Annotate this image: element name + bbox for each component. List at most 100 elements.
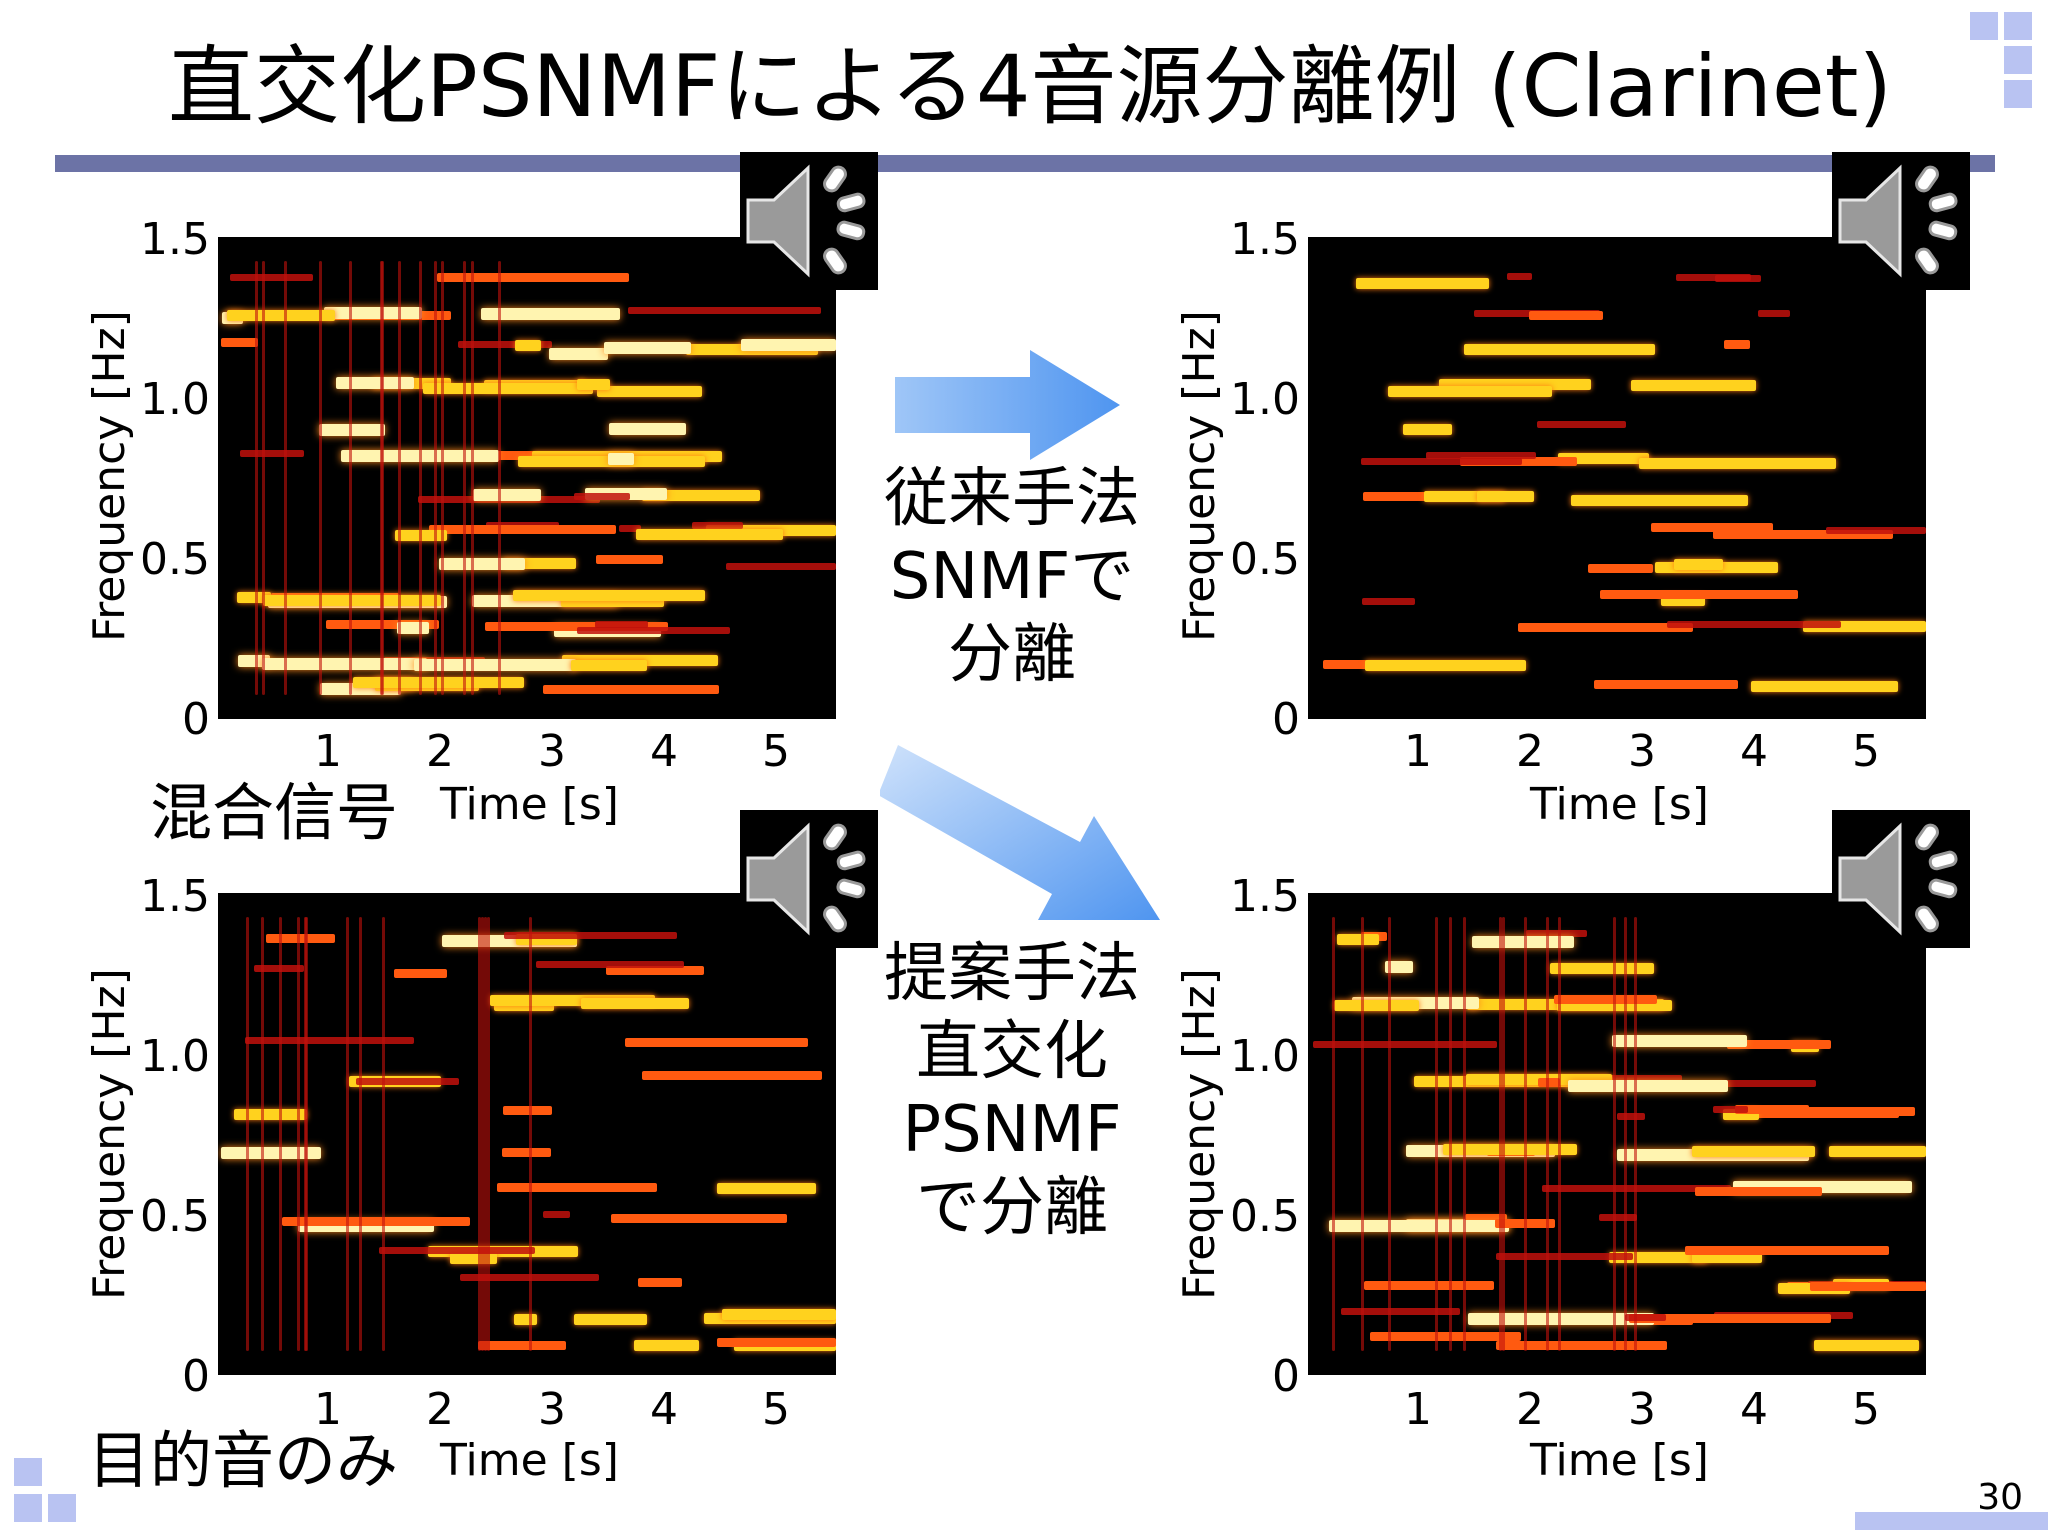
spectrogram-conventional (1308, 237, 1926, 719)
spectrogram-stripe (1477, 491, 1535, 503)
spectrogram-stripe (580, 997, 690, 1009)
spectrogram-stripe (324, 306, 422, 319)
spectrogram-stripe (318, 424, 385, 437)
spectrogram-stripe (535, 960, 684, 968)
spectrogram-stripe (561, 595, 665, 607)
method-label-proposed: 提案手法 直交化 PSNMF で分離 (862, 935, 1162, 1247)
spectrogram-stripe (484, 917, 488, 1351)
y-axis-label: Frequency [Hz] (84, 310, 135, 642)
spectrogram-stripe (1593, 679, 1739, 689)
y-tick: 0 (182, 694, 210, 745)
speaker-icon[interactable] (740, 810, 878, 948)
spectrogram-stripe (359, 917, 363, 1351)
spectrogram-stripe (1426, 452, 1537, 460)
spectrogram-stripe (1498, 917, 1502, 1351)
speaker-icon[interactable] (1832, 810, 1970, 948)
x-tick: 1 (1404, 726, 1432, 777)
spectrogram-stripe (260, 917, 264, 1351)
y-tick: 0 (1272, 694, 1300, 745)
footer-bar (1855, 1512, 2048, 1530)
spectrogram-stripe (1751, 681, 1899, 693)
spectrogram-stripe (245, 917, 249, 1351)
y-tick: 0.5 (1230, 1191, 1300, 1242)
spectrogram-stripe (607, 452, 634, 465)
spectrogram-stripe (528, 917, 532, 1351)
spectrogram-stripe (1536, 421, 1626, 429)
method-line: PSNMF (902, 1093, 1122, 1167)
spectrogram-stripe (1813, 1340, 1920, 1352)
decoration-square (1970, 12, 1998, 40)
x-tick: 5 (1852, 726, 1880, 777)
spectrogram-stripe (596, 555, 664, 565)
spectrogram-stripe (1434, 917, 1438, 1351)
spectrogram-stripe (1828, 1146, 1926, 1158)
spectrogram-stripe (1679, 1080, 1817, 1088)
x-tick: 5 (762, 726, 790, 777)
method-line: SNMFで (889, 540, 1135, 614)
x-axis-label: Time [s] (440, 1435, 619, 1486)
spectrogram-stripe (594, 621, 648, 629)
spectrogram-stripe (1328, 1220, 1510, 1233)
x-axis-label: Time [s] (1530, 779, 1709, 830)
y-axis-label: Frequency [Hz] (84, 968, 135, 1300)
spectrogram-stripe (1826, 526, 1926, 534)
spectrogram-stripe (1735, 1105, 1809, 1115)
spectrogram-stripe (1496, 1253, 1634, 1261)
spectrogram-stripe (1724, 339, 1750, 349)
spectrogram-stripe (503, 932, 677, 940)
spectrogram-stripe (543, 1211, 571, 1219)
x-tick: 4 (650, 726, 678, 777)
decoration-square (2004, 12, 2032, 40)
spectrogram-stripe (1634, 917, 1638, 1351)
spectrogram-stripe (380, 261, 384, 695)
spectrogram-stripe (265, 933, 335, 943)
y-tick: 1.5 (1230, 214, 1300, 265)
spectrogram-proposed (1308, 893, 1926, 1375)
spectrogram-stripe (352, 676, 524, 688)
method-line: で分離 (916, 1171, 1108, 1245)
spectrogram-stripe (1525, 930, 1587, 937)
spectrogram-stripe (1650, 523, 1774, 533)
method-label-conventional: 従来手法 SNMFで 分離 (862, 460, 1162, 694)
spectrogram-stripe (1363, 1280, 1495, 1290)
spectrogram-stripe (1757, 310, 1791, 318)
x-tick: 2 (426, 726, 454, 777)
spectrogram-stripe (1464, 1214, 1508, 1224)
speaker-icon[interactable] (1832, 152, 1970, 290)
spectrogram-stripe (303, 917, 307, 1351)
x-tick: 5 (1852, 1384, 1880, 1435)
spectrogram-stripe (239, 449, 305, 457)
panel-caption-mixed: 混合信号 (150, 776, 399, 849)
spectrogram-stripe (1501, 917, 1505, 1351)
arrow-icon (880, 745, 1160, 920)
spectrogram-stripe (477, 1341, 567, 1351)
spectrogram-stripe (355, 1078, 459, 1086)
spectrogram-stripe (641, 489, 760, 501)
x-tick: 2 (426, 1384, 454, 1435)
spectrogram-stripe (297, 917, 301, 1351)
spectrogram-stripe (1713, 1105, 1748, 1113)
spectrogram-stripe (637, 1277, 682, 1287)
x-axis-label: Time [s] (440, 779, 619, 830)
spectrogram-stripe (634, 1340, 700, 1352)
spectrogram-stripe (262, 657, 428, 670)
spectrogram-stripe (484, 621, 669, 631)
spectrogram-stripe (1628, 1313, 1831, 1323)
spectrogram-stripe (1439, 379, 1591, 391)
spectrogram-stripe (1360, 917, 1364, 1351)
spectrogram-stripe (345, 917, 349, 1351)
spectrogram-stripe (1387, 386, 1553, 398)
speaker-icon[interactable] (740, 152, 878, 290)
spectrogram-stripe (1312, 1041, 1498, 1049)
spectrogram-stripe (740, 338, 836, 351)
spectrogram-stripe (496, 1182, 658, 1192)
spectrogram-stripe (1712, 530, 1893, 540)
x-tick: 2 (1516, 1384, 1544, 1435)
spectrogram-stripe (513, 589, 706, 601)
spectrogram-stripe (1810, 1281, 1926, 1291)
spectrogram-stripe (717, 1338, 836, 1348)
spectrogram-stripe (576, 626, 730, 634)
spectrogram-stripe (570, 660, 647, 672)
spectrogram-stripe (1424, 491, 1506, 503)
spectrogram-stripe (1567, 1080, 1729, 1093)
